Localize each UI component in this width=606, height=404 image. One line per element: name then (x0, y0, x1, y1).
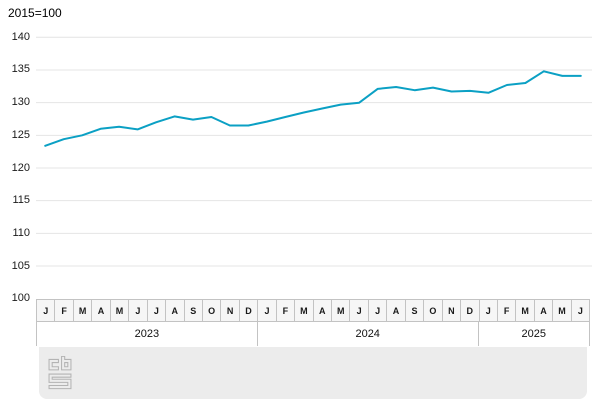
year-group-label: 2024 (258, 322, 479, 346)
y-tick-label: 120 (11, 161, 30, 174)
index-line-series (44, 70, 582, 147)
cbs-logo-icon (48, 356, 72, 390)
cbs-logo-letter-b (61, 356, 72, 371)
month-tick-label: J (369, 300, 388, 321)
month-tick-label: F (277, 300, 296, 321)
month-tick-label: M (295, 300, 314, 321)
month-tick-label: J (148, 300, 167, 321)
month-tick-label: D (461, 300, 480, 321)
year-group-label: 2023 (37, 322, 258, 346)
month-tick-label: M (553, 300, 572, 321)
y-tick-label: 135 (11, 63, 30, 76)
month-tick-label: J (129, 300, 148, 321)
month-tick-label: M (332, 300, 351, 321)
month-tick-label: N (443, 300, 462, 321)
month-tick-label: J (37, 300, 56, 321)
month-tick-label: M (74, 300, 93, 321)
y-axis-unit-label: 2015=100 (8, 6, 62, 20)
y-tick-label: 125 (11, 128, 30, 141)
month-tick-label: J (258, 300, 277, 321)
month-tick-label: A (535, 300, 554, 321)
month-tick-label: F (498, 300, 517, 321)
month-tick-label: S (185, 300, 203, 321)
gridlines (36, 36, 592, 267)
month-tick-label: M (111, 300, 130, 321)
y-tick-label: 140 (11, 30, 30, 43)
month-tick-label: J (480, 300, 498, 321)
footer-strip (39, 347, 587, 399)
y-tick-label: 130 (11, 96, 30, 109)
y-tick-label: 110 (12, 226, 30, 239)
month-tick-label: A (92, 300, 111, 321)
y-tick-label: 105 (11, 259, 30, 272)
month-tick-label: O (203, 300, 222, 321)
cbs-logo-letter-c (48, 358, 59, 371)
month-tick-label: S (406, 300, 425, 321)
month-tick-label: A (314, 300, 332, 321)
y-tick-label: 115 (12, 194, 30, 207)
month-tick-label: D (240, 300, 259, 321)
month-tick-label: A (387, 300, 406, 321)
month-tick-label: J (577, 305, 583, 316)
y-tick-label: 100 (11, 292, 30, 305)
year-group-label: 2025 (521, 328, 547, 340)
month-tick-label: O (424, 300, 443, 321)
month-tick-label: J (350, 300, 369, 321)
month-tick-label: N (221, 300, 240, 321)
month-tick-label: F (55, 300, 74, 321)
month-tick-label: M (516, 300, 535, 321)
cbs-logo-letter-s (48, 373, 72, 390)
x-axis-year-row: 2023 2024 2025 (36, 322, 590, 346)
month-tick-label: A (166, 300, 185, 321)
